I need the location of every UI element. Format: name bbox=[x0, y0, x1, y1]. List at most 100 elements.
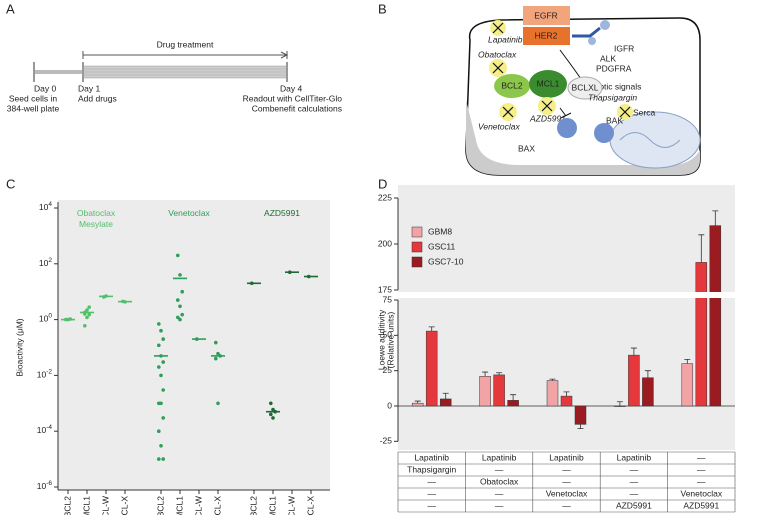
node-label: PDGFRA bbox=[596, 63, 632, 73]
bar bbox=[507, 400, 519, 407]
step-text: Readout with CellTiter-Glo bbox=[243, 93, 343, 103]
point bbox=[85, 308, 89, 312]
plot-area bbox=[398, 185, 735, 450]
y-tick-label: -25 bbox=[380, 436, 393, 446]
error-bar bbox=[577, 424, 584, 430]
bar bbox=[628, 354, 640, 407]
node-label: BAX bbox=[518, 143, 535, 153]
panel-label: D bbox=[378, 176, 387, 191]
point bbox=[178, 304, 182, 309]
point bbox=[157, 343, 161, 348]
point bbox=[271, 416, 275, 420]
node-label: BCL2 bbox=[501, 80, 523, 90]
point bbox=[180, 312, 184, 317]
table-cell: — bbox=[562, 476, 571, 486]
table-cell: AZD5991 bbox=[616, 500, 652, 510]
x-tick-label: MCL1 bbox=[81, 496, 91, 515]
error-bar bbox=[616, 401, 623, 406]
bar bbox=[546, 380, 559, 407]
step-text: Combenefit calculations bbox=[252, 103, 342, 113]
table-cell: — bbox=[697, 464, 706, 474]
point bbox=[216, 351, 220, 356]
point bbox=[161, 360, 165, 364]
y-tick-label: 0 bbox=[387, 400, 392, 410]
legend-swatch bbox=[411, 241, 423, 253]
bar bbox=[614, 405, 626, 407]
bar bbox=[439, 398, 452, 407]
x-tick-label: BCL-W bbox=[193, 496, 203, 515]
x-tick-label: BCL-X bbox=[305, 496, 315, 515]
node-label: BAK bbox=[606, 115, 623, 125]
y-axis-label: Bioactivity (μM) bbox=[14, 318, 24, 376]
error-bar bbox=[698, 234, 705, 263]
point bbox=[216, 401, 220, 406]
bar bbox=[560, 395, 573, 407]
node-label: Serca bbox=[633, 107, 655, 117]
bar bbox=[479, 376, 491, 407]
y-tick-label: 75 bbox=[383, 294, 393, 304]
group-label: Obatoclax Mesylate bbox=[77, 208, 116, 229]
node-label: IGFR bbox=[614, 43, 634, 53]
point bbox=[85, 315, 89, 320]
error-bar bbox=[428, 326, 435, 332]
step-text: Seed cells in bbox=[9, 93, 57, 103]
y-tick-label: 175 bbox=[378, 284, 392, 294]
x-tick-label: BCL-W bbox=[286, 496, 296, 515]
legend-label: GBM8 bbox=[428, 226, 452, 236]
point bbox=[87, 312, 91, 317]
point bbox=[269, 412, 273, 417]
table-cell: Venetoclax bbox=[546, 488, 588, 498]
y-tick-label: 50 bbox=[383, 330, 393, 340]
table-cell: — bbox=[427, 488, 436, 498]
table-cell: — bbox=[562, 500, 571, 510]
bar bbox=[642, 377, 654, 407]
y-tick-label: 10-4 bbox=[37, 424, 53, 436]
node-label: Obatoclax bbox=[478, 49, 517, 59]
bar bbox=[709, 225, 722, 407]
table-cell: Lapatinib bbox=[549, 452, 584, 462]
point bbox=[176, 315, 180, 320]
point bbox=[161, 337, 165, 341]
point bbox=[271, 407, 275, 412]
day-label: Day 0 bbox=[34, 83, 56, 93]
table-cell: — bbox=[697, 452, 706, 462]
table-cell: — bbox=[495, 464, 504, 474]
node-label: MCL1 bbox=[537, 78, 560, 88]
node-label: Lapatinib bbox=[488, 34, 523, 44]
point bbox=[161, 457, 165, 461]
error-bar bbox=[644, 370, 651, 378]
point bbox=[87, 305, 91, 309]
group-label: Venetoclax bbox=[168, 208, 210, 218]
legend-label: GSC11 bbox=[428, 241, 456, 251]
bar bbox=[574, 405, 587, 425]
table-cell: — bbox=[630, 476, 639, 486]
error-bar bbox=[563, 391, 570, 397]
point bbox=[157, 365, 161, 369]
table-cell: AZD5991 bbox=[683, 500, 719, 510]
table-cell: Lapatinib bbox=[414, 452, 449, 462]
point bbox=[83, 323, 87, 328]
node-label: AZD5991 bbox=[529, 113, 566, 123]
error-bar bbox=[496, 372, 503, 375]
point bbox=[176, 298, 180, 302]
pathway: EGFR HER2 Lapatinib IGFR ALK PDGFRA Mito… bbox=[465, 6, 701, 176]
table-cell: — bbox=[495, 500, 504, 510]
axis-break bbox=[392, 292, 735, 298]
bar bbox=[425, 330, 438, 407]
day-label: Day 4 bbox=[280, 83, 302, 93]
y-tick-label: 102 bbox=[39, 257, 52, 269]
node-label: Thapsigargin bbox=[588, 92, 637, 102]
y-axis-label: (Relative units) bbox=[385, 311, 395, 368]
panel-label: C bbox=[6, 176, 15, 191]
y-tick-label: 200 bbox=[378, 238, 392, 248]
table-cell: — bbox=[630, 488, 639, 498]
bar bbox=[681, 363, 694, 407]
node-label: ALK bbox=[600, 53, 616, 63]
table-cell: Obatoclax bbox=[480, 476, 519, 486]
error-bar bbox=[549, 378, 556, 381]
bar bbox=[493, 374, 505, 407]
point bbox=[157, 322, 161, 326]
point bbox=[159, 373, 163, 378]
bar bbox=[695, 262, 708, 407]
